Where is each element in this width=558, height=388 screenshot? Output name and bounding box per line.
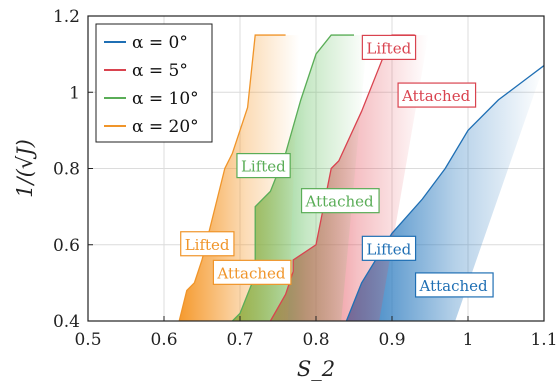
annotation-text: Lifted — [366, 240, 411, 258]
x-tick-label: 0.6 — [150, 330, 177, 350]
annotation-text: Lifted — [241, 158, 286, 176]
annotation-text: Attached — [419, 277, 489, 295]
annotation-label: Lifted — [236, 152, 291, 179]
annotation-label: Lifted — [361, 235, 417, 261]
x-tick-label: 0.9 — [378, 330, 405, 350]
y-tick-label: 0.6 — [53, 236, 80, 256]
x-tick-label: 0.7 — [226, 330, 253, 350]
legend-entry: α = 0° — [132, 33, 188, 53]
x-tick-label: 0.8 — [302, 330, 329, 350]
y-tick-label: 1.2 — [53, 7, 80, 27]
x-tick-label: 1.1 — [530, 330, 557, 350]
x-tick-label: 1 — [463, 330, 474, 350]
legend-entry: α = 20° — [132, 117, 199, 137]
x-tick-labels: 0.5 0.6 0.7 0.8 0.9 1 1.1 — [74, 316, 558, 350]
boundary-line-0 — [345, 65, 545, 322]
y-tick-label: 1 — [69, 83, 80, 103]
annotation-text: Lifted — [366, 39, 411, 57]
annotation-text: Lifted — [185, 236, 230, 254]
y-tick-label: 0.4 — [53, 312, 80, 332]
legend: α = 0° α = 5° α = 10° α = 20° — [95, 23, 213, 143]
annotation-label: Attached — [212, 259, 292, 285]
legend-entry: α = 5° — [132, 61, 188, 81]
annotation-label: Attached — [397, 82, 477, 108]
annotation-label: Lifted — [180, 231, 235, 257]
x-tick-label: 0.5 — [74, 330, 101, 350]
annotation-label: Attached — [300, 188, 380, 214]
annotation-text: Attached — [216, 264, 286, 282]
annotation-text: Attached — [401, 87, 471, 105]
y-tick-label: 0.8 — [53, 160, 80, 180]
y-tick-labels: 0.4 0.6 0.8 1 1.2 — [53, 7, 93, 332]
legend-box — [95, 23, 213, 143]
y-axis-label: 1/(√J) — [13, 139, 37, 198]
annotations: Lifted Attached Lifted Attached Lifted Attach… — [180, 34, 494, 298]
x-axis-label: S_2 — [297, 357, 335, 381]
annotation-label: Lifted — [361, 34, 417, 61]
annotation-text: Attached — [305, 193, 375, 211]
boundary-line-3 — [178, 34, 286, 322]
legend-entry: α = 10° — [132, 89, 199, 109]
annotation-label: Attached — [414, 272, 494, 298]
